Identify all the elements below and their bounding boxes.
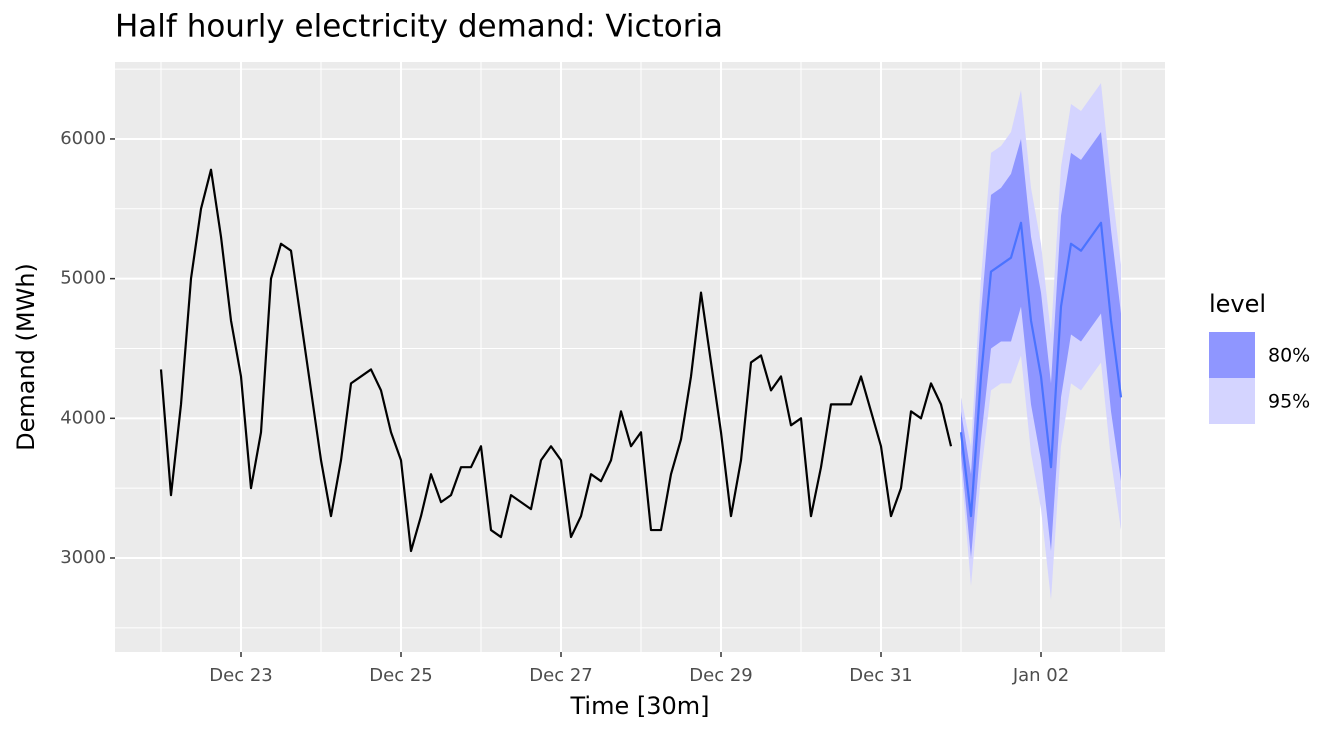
x-tick-label: Dec 29 <box>689 665 752 686</box>
x-axis-title: Time [30m] <box>569 692 709 720</box>
x-tick-label: Dec 27 <box>529 665 592 686</box>
interval-band <box>961 131 1121 558</box>
x-tick-label: Dec 31 <box>849 665 912 686</box>
lines <box>159 168 1123 553</box>
bands <box>961 83 1121 600</box>
legend-label: 80% <box>1268 345 1310 367</box>
y-tick-label: 5000 <box>60 268 106 289</box>
forecast-line <box>959 221 1123 518</box>
legend: 80% 95% <box>1209 332 1310 424</box>
y-tick-label: 4000 <box>60 407 106 428</box>
x-tick-label: Dec 23 <box>209 665 272 686</box>
x-tick-label: Dec 25 <box>369 665 432 686</box>
y-tick-label: 3000 <box>60 547 106 568</box>
x-tick-label: Jan 02 <box>1012 665 1069 686</box>
legend-key <box>1209 378 1255 424</box>
chart-title: Half hourly electricity demand: Victoria <box>115 9 723 45</box>
legend-key <box>1209 332 1255 378</box>
legend-label: 95% <box>1268 391 1310 413</box>
axes: 3000 4000 5000 6000 Dec 23 Dec 25 Dec 27 Dec 29… <box>60 128 1069 686</box>
y-axis-title: Demand (MWh) <box>12 263 40 451</box>
history-line <box>159 168 953 553</box>
legend-title: level <box>1209 290 1266 318</box>
y-tick-label: 6000 <box>60 128 106 149</box>
